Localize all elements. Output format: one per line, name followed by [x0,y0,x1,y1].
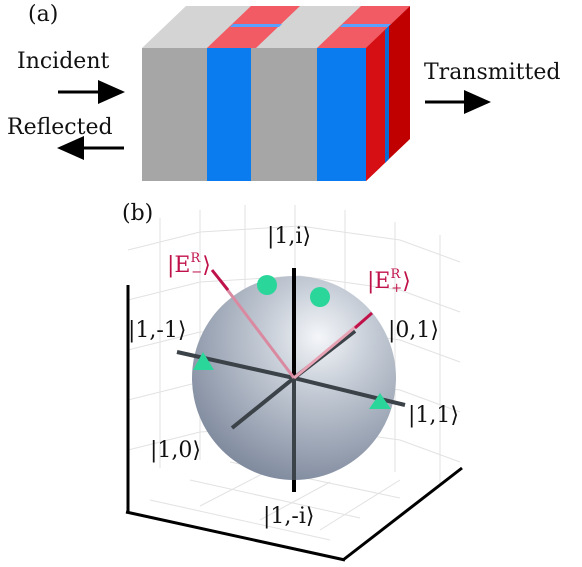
axis-label-left: |1,-1⟩ [128,318,187,343]
axis-label-back: |0,1⟩ [388,318,439,343]
panel-b-label: (b) [122,201,154,226]
transmitted-label: Transmitted [424,60,561,85]
side-strip-dark [366,27,388,181]
layer-blue-1 [207,48,251,181]
axis-label-right: |1,1⟩ [408,403,459,428]
e-minus-close: ⟩ [202,253,211,278]
e-plus-close: ⟩ [402,269,411,294]
e-minus-vector-outside [210,269,230,291]
layer-blue-2 [317,48,366,181]
marker-circle-1 [257,275,277,295]
axis-label-top: |1,i⟩ [267,224,312,249]
e-plus-sup: R [390,267,401,282]
marker-circle-2 [310,287,330,307]
e-plus-vector-outside [354,311,373,330]
axis-label-front: |1,0⟩ [150,438,201,463]
layer-gray-2 [251,48,317,181]
layer-gray-1 [142,48,207,181]
incident-label: Incident [17,49,110,74]
layered-slab [142,6,410,181]
e-plus-base: |E [367,269,391,294]
e-minus-sup: R [190,251,201,266]
frame-axes [125,285,463,562]
top-stripe-blue-1 [230,24,282,27]
marker-triangle-1 [193,352,214,370]
e-minus-label: |ER−⟩ [167,252,211,279]
e-minus-base: |E [167,253,191,278]
e-plus-sub: + [391,281,403,296]
e-minus-sub: − [191,265,203,280]
marker-triangle-2 [369,393,391,409]
reflected-label: Reflected [7,115,113,140]
e-plus-label: |ER+⟩ [367,268,411,295]
top-stripe-blue-2 [340,24,392,27]
panel-a-label: (a) [28,2,59,27]
axis-label-bottom: |1,-i⟩ [263,504,315,529]
e-minus-vector [218,279,296,379]
side-strip-blue [385,26,389,163]
